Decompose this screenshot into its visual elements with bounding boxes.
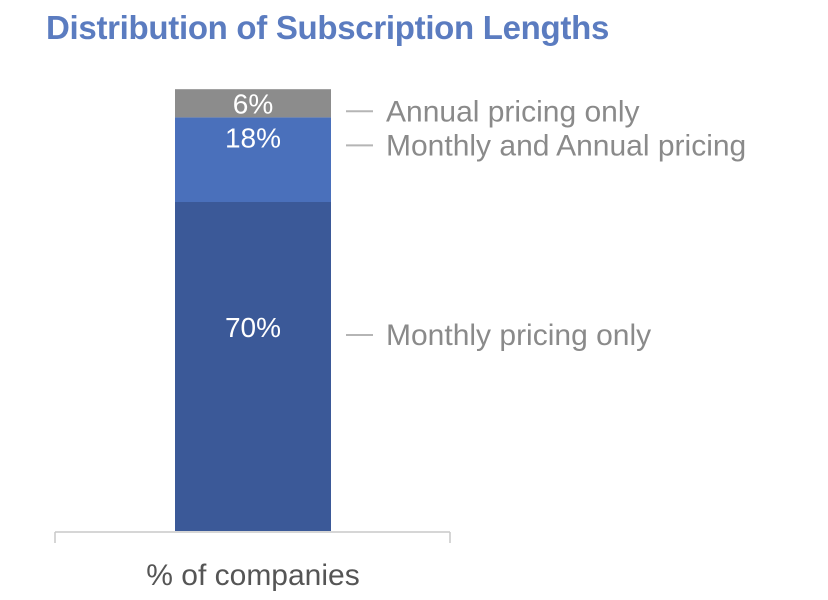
- bar-segment-monthly-pricing-only: [175, 202, 331, 531]
- data-label-monthly-pricing-only: 70%: [225, 312, 281, 343]
- x-axis: % of companies: [54, 531, 451, 592]
- bar-segments: [175, 89, 331, 531]
- x-axis-category-label: % of companies: [146, 559, 359, 592]
- legend-label-annual-pricing-only: Annual pricing only: [386, 95, 640, 128]
- legend-label-monthly-pricing-only: Monthly pricing only: [386, 319, 651, 352]
- bar-segment-annual-pricing-only: [175, 89, 331, 118]
- legend-label-monthly-and-annual-pricing: Monthly and Annual pricing: [386, 129, 746, 162]
- bar-segment-monthly-and-annual-pricing: [175, 117, 331, 202]
- legend: Monthly pricing only Monthly and Annual p…: [346, 95, 746, 352]
- segment-data-labels: 70% 18%6%: [225, 88, 281, 343]
- chart-title: Distribution of Subscription Lengths: [46, 9, 609, 46]
- data-label-annual-pricing-only: 6%: [233, 88, 273, 119]
- data-label-monthly-and-annual-pricing: 18%: [225, 122, 281, 153]
